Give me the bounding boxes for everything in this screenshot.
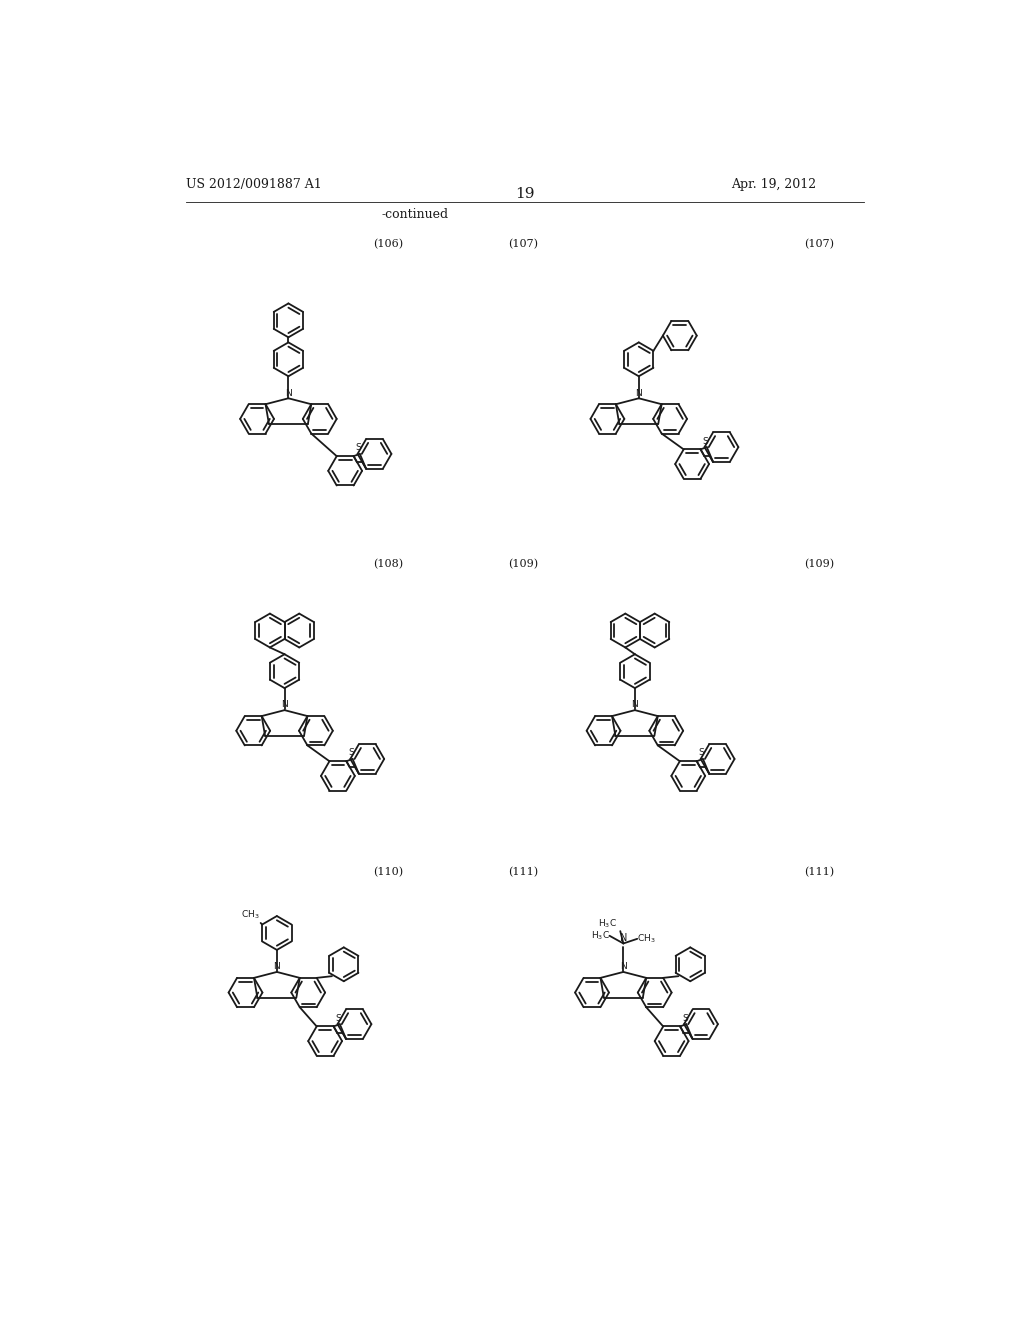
Text: S: S	[348, 748, 354, 758]
Text: (106): (106)	[373, 239, 403, 249]
Text: (107): (107)	[804, 239, 835, 249]
Text: (109): (109)	[804, 558, 835, 569]
Text: US 2012/0091887 A1: US 2012/0091887 A1	[186, 178, 322, 190]
Text: N: N	[620, 962, 627, 972]
Text: H$_3$C: H$_3$C	[598, 917, 617, 929]
Text: N: N	[282, 701, 288, 709]
Text: CH$_3$: CH$_3$	[637, 933, 655, 945]
Text: N: N	[620, 933, 627, 944]
Text: S: S	[355, 444, 361, 453]
Text: (111): (111)	[804, 867, 835, 876]
Text: (109): (109)	[508, 558, 538, 569]
Text: H$_3$C: H$_3$C	[591, 929, 609, 942]
Text: N: N	[273, 962, 281, 972]
Text: (108): (108)	[373, 558, 403, 569]
Text: (111): (111)	[508, 867, 538, 876]
Text: (110): (110)	[373, 867, 403, 876]
Text: (107): (107)	[508, 239, 538, 249]
Text: S: S	[698, 748, 705, 758]
Text: N: N	[635, 388, 642, 397]
Text: S: S	[336, 1014, 341, 1023]
Text: N: N	[285, 388, 292, 397]
Text: S: S	[702, 437, 709, 446]
Text: -continued: -continued	[382, 209, 449, 222]
Text: S: S	[682, 1014, 688, 1023]
Text: 19: 19	[515, 187, 535, 201]
Text: Apr. 19, 2012: Apr. 19, 2012	[731, 178, 816, 190]
Text: CH$_3$: CH$_3$	[242, 908, 260, 920]
Text: N: N	[632, 701, 638, 709]
